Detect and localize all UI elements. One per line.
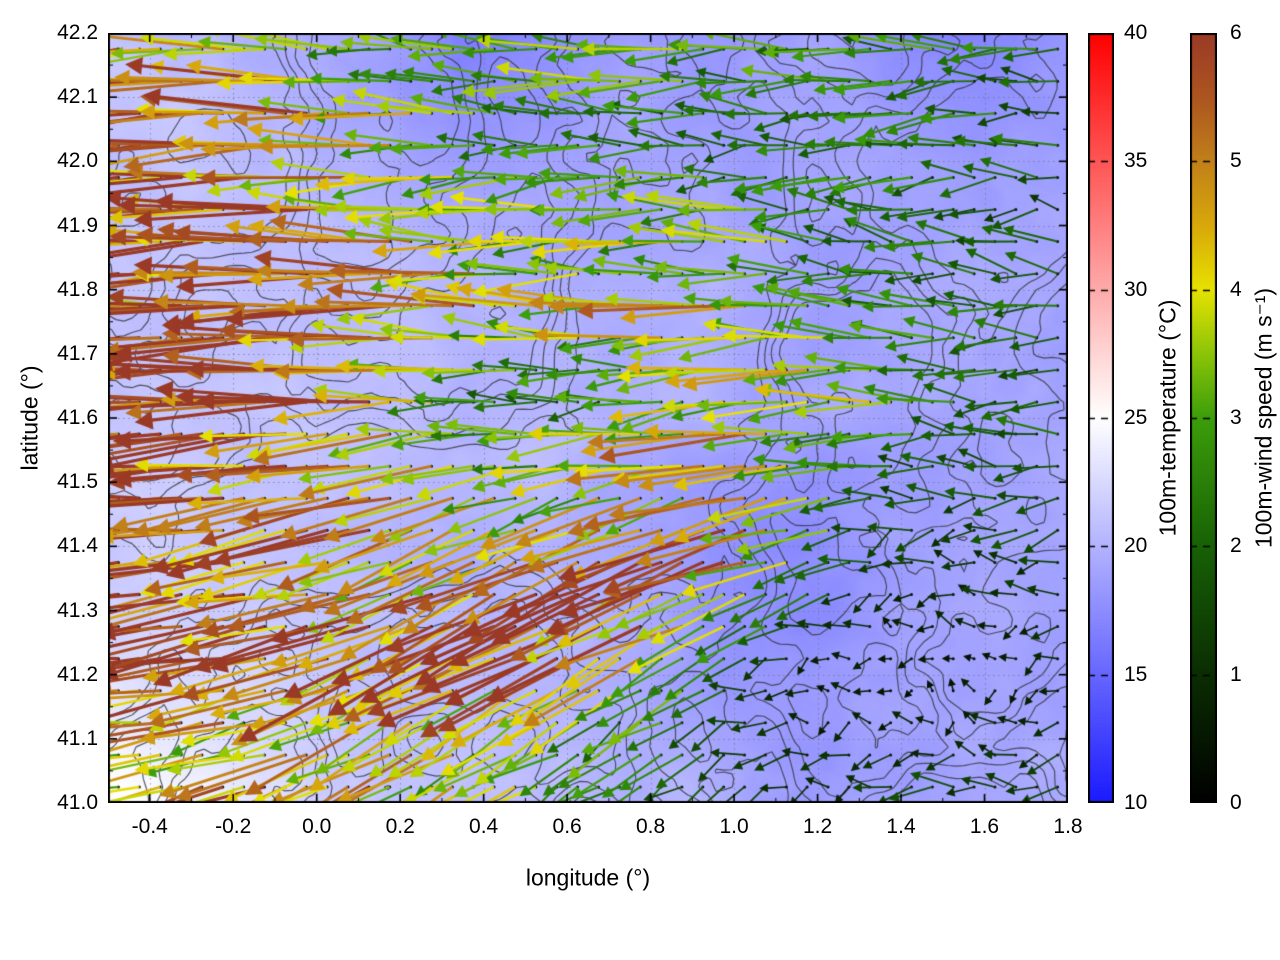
y-tick-label: 42.0 <box>57 149 98 173</box>
y-tick-label: 41.7 <box>57 341 98 365</box>
temperature-colorbar-tick-label: 25 <box>1124 406 1148 429</box>
x-tick-label: -0.2 <box>215 815 252 838</box>
y-tick-label: 41.4 <box>57 534 98 558</box>
wind-speed-colorbar-title: 100m-wind speed (m s⁻¹) <box>1250 287 1277 549</box>
x-tick-label: 0.2 <box>385 815 415 838</box>
x-tick-label: 0.0 <box>302 815 332 838</box>
temperature-colorbar-title: 100m-temperature (°C) <box>1154 299 1181 537</box>
temperature-colorbar-tick-label: 10 <box>1124 791 1148 814</box>
wind_speed-colorbar-tick-label: 5 <box>1230 149 1242 173</box>
y-tick-label: 41.3 <box>57 598 98 622</box>
wind_speed-colorbar-tick-label: 4 <box>1230 277 1242 301</box>
temperature-colorbar-tick-label: 20 <box>1124 534 1148 558</box>
x-tick-label: 1.8 <box>1053 815 1083 838</box>
map-canvas <box>108 33 1068 803</box>
y-tick-label: 41.6 <box>57 406 98 429</box>
y-tick-label: 41.1 <box>57 726 98 750</box>
y-tick-label: 41.5 <box>57 470 98 494</box>
wind_speed-colorbar-tick-label: 3 <box>1230 406 1242 429</box>
x-tick-label: 0.8 <box>635 815 666 838</box>
y-tick-label: 41.2 <box>57 662 98 686</box>
x-tick-label: 1.2 <box>802 815 833 838</box>
x-tick-label: 1.4 <box>886 815 916 838</box>
wind_speed-colorbar-tick-label: 6 <box>1230 21 1242 44</box>
wind-speed-colorbar <box>1190 33 1217 803</box>
x-tick-label: 0.6 <box>552 815 582 838</box>
x-tick-label: -0.4 <box>131 815 168 838</box>
y-tick-label: 42.1 <box>57 85 98 109</box>
x-tick-label: 1.6 <box>969 815 1000 838</box>
x-tick-label: 1.0 <box>719 815 749 838</box>
temperature-colorbar-tick-label: 30 <box>1124 277 1148 301</box>
wind_speed-colorbar-tick-label: 0 <box>1230 791 1242 814</box>
temperature-colorbar-tick-label: 35 <box>1124 149 1148 173</box>
y-tick-label: 41.0 <box>57 791 98 814</box>
temperature-colorbar-tick-label: 40 <box>1124 21 1148 44</box>
temperature-colorbar <box>1088 33 1114 803</box>
y-tick-label: 41.9 <box>57 213 98 237</box>
wind_speed-colorbar-tick-label: 1 <box>1230 662 1242 686</box>
y-tick-label: 41.8 <box>57 277 98 301</box>
wind_speed-colorbar-tick-label: 2 <box>1230 534 1242 558</box>
y-tick-label: 42.2 <box>57 21 98 44</box>
x-axis-title: longitude (°) <box>525 864 651 891</box>
temperature-colorbar-tick-label: 15 <box>1124 662 1148 686</box>
x-tick-label: 0.4 <box>469 815 499 838</box>
